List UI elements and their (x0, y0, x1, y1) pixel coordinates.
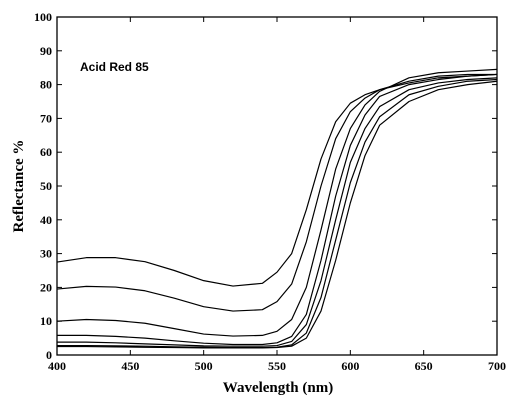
y-tick-label: 0 (46, 348, 52, 362)
x-tick-label: 600 (341, 359, 359, 373)
y-tick-label: 90 (40, 44, 52, 58)
y-tick-label: 20 (40, 280, 52, 294)
x-tick-label: 550 (268, 359, 286, 373)
x-tick-label: 650 (415, 359, 433, 373)
series-line-1 (57, 74, 497, 286)
plot-area (57, 69, 497, 348)
x-tick-label: 500 (195, 359, 213, 373)
series-line-4 (57, 74, 497, 344)
x-axis-label: Wavelength (nm) (223, 380, 333, 396)
x-tick-label: 450 (121, 359, 139, 373)
series-line-3 (57, 69, 497, 336)
y-tick-label: 50 (40, 179, 52, 193)
series-line-7 (57, 81, 497, 348)
series-line-2 (57, 74, 497, 311)
y-tick-label: 60 (40, 145, 52, 159)
y-axis-label: Reflectance % (11, 140, 27, 233)
y-tick-label: 80 (40, 78, 52, 92)
y-tick-label: 40 (40, 213, 52, 227)
x-tick-label: 700 (488, 359, 506, 373)
y-tick-label: 100 (34, 10, 52, 24)
y-tick-label: 10 (40, 314, 52, 328)
series-line-5 (57, 78, 497, 346)
y-tick-label: 30 (40, 247, 52, 261)
chart-annotation: Acid Red 85 (80, 60, 149, 74)
y-tick-label: 70 (40, 111, 52, 125)
series-line-6 (57, 80, 497, 348)
